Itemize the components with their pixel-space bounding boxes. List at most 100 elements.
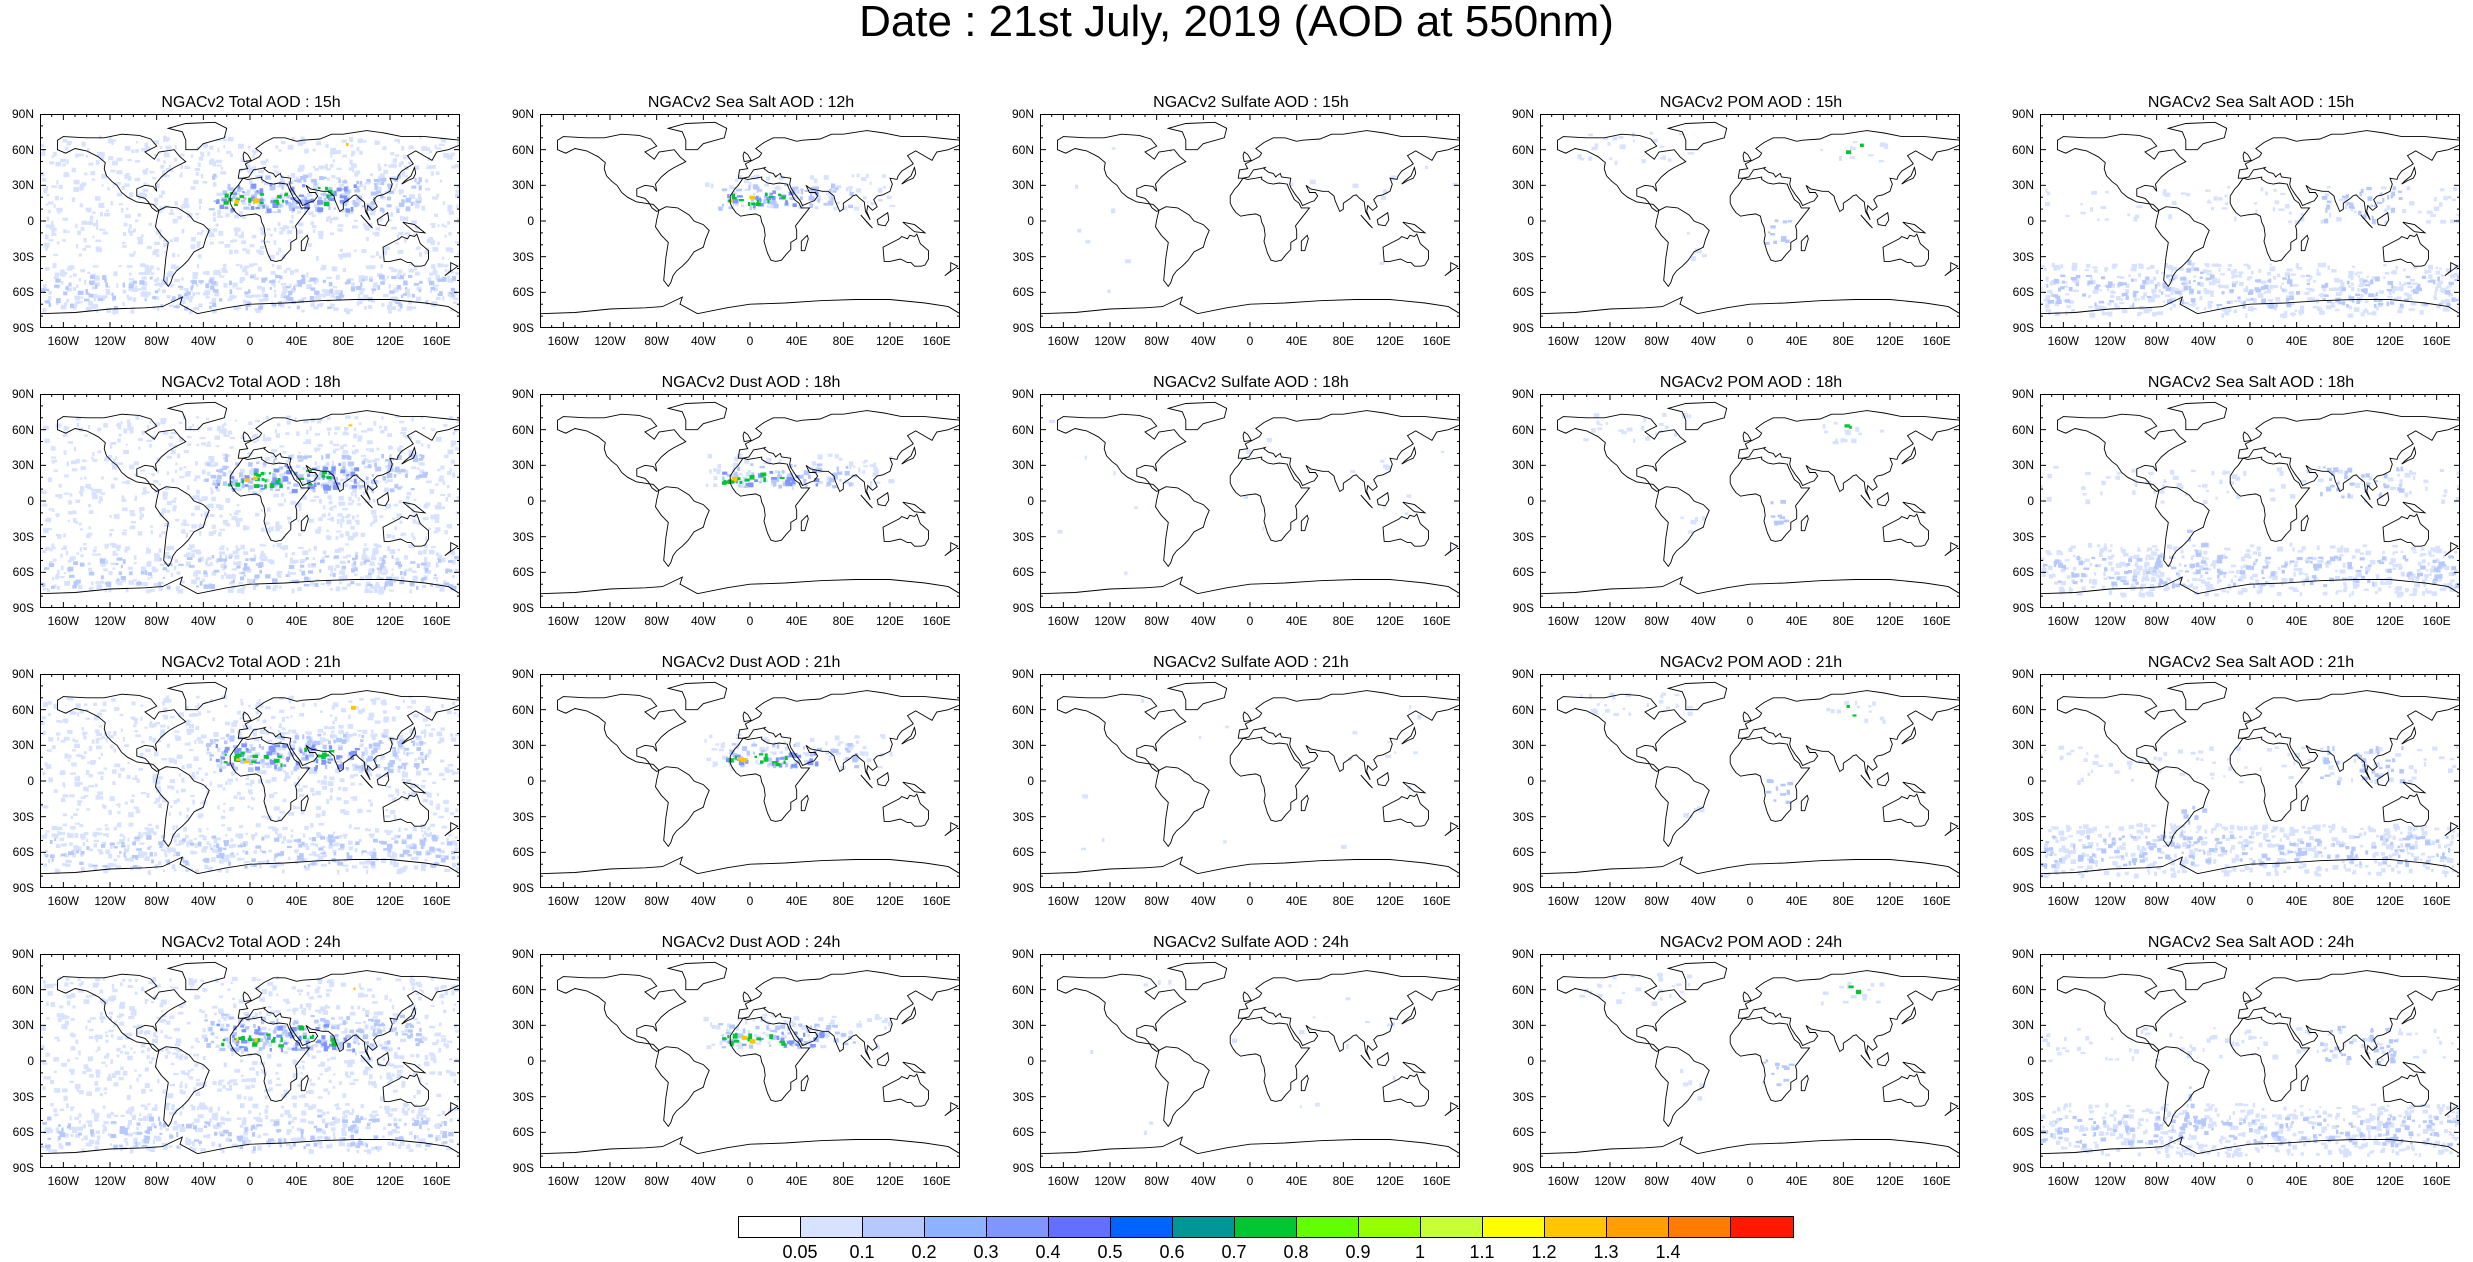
coastline-namerica — [1058, 974, 1186, 1051]
lat-tick-label: 60N — [1500, 144, 1534, 156]
lat-tick-label: 0 — [2000, 215, 2034, 227]
lon-tick-label: 40E — [777, 334, 817, 348]
coastline-madagascar — [801, 1075, 808, 1090]
lon-tick-label: 40E — [777, 1174, 817, 1188]
lat-tick-label: 60N — [1000, 704, 1034, 716]
lat-tick-label: 30N — [500, 1019, 534, 1031]
coastlines — [1040, 962, 1460, 1168]
lon-tick-label: 160W — [1043, 1174, 1083, 1188]
lon-tick-label: 160E — [2417, 894, 2457, 908]
lon-tick-label: 120E — [870, 334, 910, 348]
lat-tick-label: 90S — [0, 602, 34, 614]
lon-tick-label: 160W — [1543, 334, 1583, 348]
lat-tick-label: 0 — [1000, 495, 1034, 507]
lat-tick-label: 90S — [1000, 322, 1034, 334]
lat-tick-label: 60N — [2000, 424, 2034, 436]
lon-tick-label: 80E — [1823, 894, 1863, 908]
colorbar-label: 0.1 — [837, 1243, 887, 1261]
coastline-samerica — [1156, 767, 1210, 847]
panel-title: NGACv2 Sea Salt AOD : 15h — [2040, 94, 2462, 112]
coastline-uk — [743, 712, 751, 722]
lon-tick-label: 40W — [1683, 1174, 1723, 1188]
lat-tick-label: 90N — [500, 948, 534, 960]
world-map — [40, 114, 460, 328]
lon-tick-label: 80E — [823, 614, 863, 628]
lon-tick-label: 0 — [1730, 894, 1770, 908]
lon-tick-label: 120E — [2370, 894, 2410, 908]
coastline-africa — [1730, 457, 1809, 541]
coastline-newguinea — [1403, 782, 1425, 793]
tick-marks — [1040, 394, 1460, 608]
lon-tick-label: 160W — [543, 614, 583, 628]
coastlines — [540, 122, 960, 328]
lon-tick-label: 40W — [683, 614, 723, 628]
lon-tick-label: 0 — [1230, 614, 1270, 628]
lat-tick-label: 60N — [2000, 144, 2034, 156]
map-border — [2041, 115, 2460, 328]
aod-field — [2040, 746, 2460, 879]
lat-tick-label: 0 — [1000, 1055, 1034, 1067]
lat-tick-label: 30S — [1000, 1091, 1034, 1103]
lon-tick-label: 0 — [1230, 1174, 1270, 1188]
coastline-eurasia — [738, 691, 960, 780]
lat-tick-label: 30N — [500, 739, 534, 751]
coastline-indonesia — [1361, 495, 1373, 508]
colorbar-label: 0.8 — [1271, 1243, 1321, 1261]
colorbar-cell — [924, 1216, 987, 1238]
coastline-madagascar — [1301, 1075, 1308, 1090]
lat-tick-label: 90N — [1000, 108, 1034, 120]
panel-title: NGACv2 Sea Salt AOD : 24h — [2040, 934, 2462, 952]
lon-tick-label: 40W — [183, 614, 223, 628]
lon-tick-label: 0 — [1230, 894, 1270, 908]
lon-tick-label: 120E — [370, 334, 410, 348]
map-border — [1541, 675, 1960, 888]
lat-tick-label: 30N — [1000, 1019, 1034, 1031]
lat-tick-label: 60N — [1000, 984, 1034, 996]
lon-tick-label: 160W — [1043, 894, 1083, 908]
lat-tick-label: 30N — [0, 739, 34, 751]
coastline-borneo — [1877, 1053, 1889, 1066]
aod-field — [1578, 132, 1889, 261]
coastline-uk — [2243, 152, 2251, 162]
coastline-madagascar — [301, 795, 308, 810]
lon-tick-label: 120E — [1370, 894, 1410, 908]
coastline-australia — [883, 794, 929, 826]
lon-tick-label: 80W — [1637, 334, 1677, 348]
colorbar-label: 0.6 — [1147, 1243, 1197, 1261]
lon-tick-label: 120W — [590, 614, 630, 628]
coastline-indonesia — [861, 775, 873, 788]
lon-tick-label: 120E — [1370, 334, 1410, 348]
tick-marks — [1040, 674, 1460, 888]
lon-tick-label: 0 — [2230, 334, 2270, 348]
coastline-namerica — [1058, 694, 1186, 771]
lon-tick-label: 80W — [137, 614, 177, 628]
tick-marks — [1540, 394, 1960, 608]
lon-tick-label: 120W — [90, 894, 130, 908]
lat-tick-label: 30S — [500, 811, 534, 823]
coastline-namerica — [558, 134, 686, 211]
coastline-samerica — [656, 767, 710, 847]
lat-tick-label: 60S — [0, 1126, 34, 1138]
lon-tick-label: 40W — [1683, 614, 1723, 628]
lon-tick-label: 120E — [870, 894, 910, 908]
lat-tick-label: 0 — [1500, 775, 1534, 787]
coastlines — [1040, 402, 1460, 608]
lon-tick-label: 0 — [1730, 1174, 1770, 1188]
colorbar-label: 0.5 — [1085, 1243, 1135, 1261]
lat-tick-label: 60S — [2000, 1126, 2034, 1138]
coastline-madagascar — [1801, 795, 1808, 810]
lon-tick-label: 80E — [823, 334, 863, 348]
map-border — [1541, 395, 1960, 608]
coastline-borneo — [1377, 773, 1389, 786]
lat-tick-label: 30S — [1500, 811, 1534, 823]
lon-tick-label: 40W — [1683, 334, 1723, 348]
lon-tick-label: 160E — [917, 334, 957, 348]
lat-tick-label: 0 — [1000, 215, 1034, 227]
colorbar-cell — [1234, 1216, 1297, 1238]
coastline-greenland — [2168, 962, 2226, 989]
colorbar-cell — [1172, 1216, 1235, 1238]
lon-tick-label: 0 — [230, 1174, 270, 1188]
lat-tick-label: 30N — [500, 459, 534, 471]
